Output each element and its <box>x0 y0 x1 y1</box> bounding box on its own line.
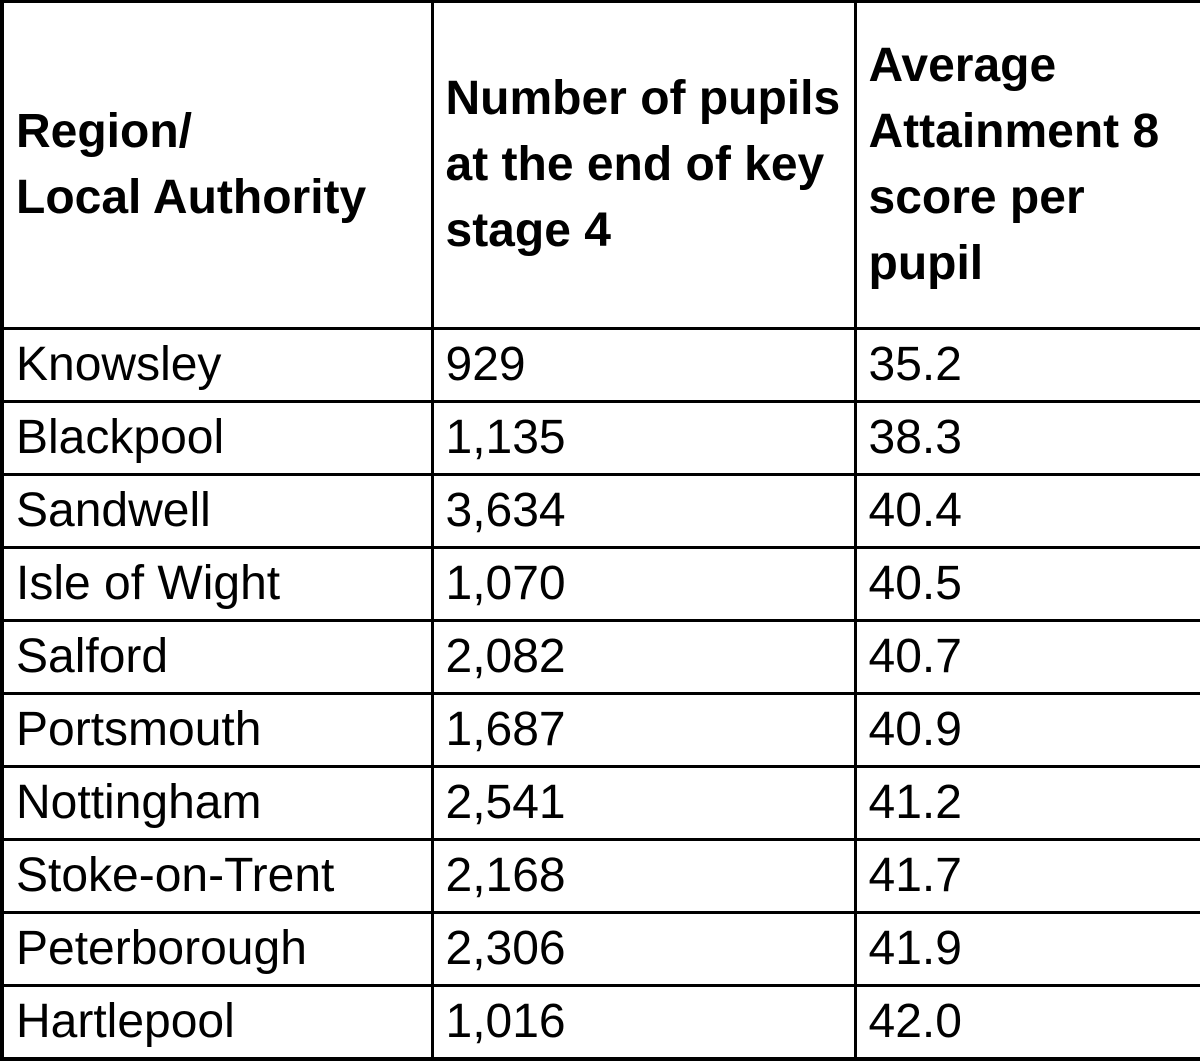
table-header-row: Region/ Local Authority Number of pupils… <box>0 0 1200 330</box>
cell-pupils: 1,016 <box>430 984 857 1061</box>
cell-region: Isle of Wight <box>0 546 434 622</box>
cell-pupils: 1,687 <box>430 692 857 768</box>
cell-pupils: 1,070 <box>430 546 857 622</box>
table-row: Salford 2,082 40.7 <box>0 619 1200 695</box>
cell-region: Knowsley <box>0 327 434 403</box>
header-cell-pupils: Number of pupils at the end of key stage… <box>430 0 857 330</box>
cell-region: Portsmouth <box>0 692 434 768</box>
table-row: Knowsley 929 35.2 <box>0 327 1200 403</box>
table-row: Nottingham 2,541 41.2 <box>0 765 1200 841</box>
cell-score: 40.7 <box>853 619 1200 695</box>
header-cell-region: Region/ Local Authority <box>0 0 434 330</box>
table-row: Isle of Wight 1,070 40.5 <box>0 546 1200 622</box>
cell-pupils: 929 <box>430 327 857 403</box>
cell-score: 41.9 <box>853 911 1200 987</box>
cell-pupils: 2,541 <box>430 765 857 841</box>
cell-pupils: 3,634 <box>430 473 857 549</box>
cell-pupils: 2,082 <box>430 619 857 695</box>
table-row: Sandwell 3,634 40.4 <box>0 473 1200 549</box>
cell-region: Peterborough <box>0 911 434 987</box>
cell-pupils: 2,168 <box>430 838 857 914</box>
cell-score: 41.7 <box>853 838 1200 914</box>
header-cell-score: Average Attainment 8 score per pupil <box>853 0 1200 330</box>
cell-region: Nottingham <box>0 765 434 841</box>
table-row: Blackpool 1,135 38.3 <box>0 400 1200 476</box>
cell-region: Blackpool <box>0 400 434 476</box>
cell-pupils: 2,306 <box>430 911 857 987</box>
cell-region: Salford <box>0 619 434 695</box>
cell-region: Sandwell <box>0 473 434 549</box>
table-row: Peterborough 2,306 41.9 <box>0 911 1200 987</box>
cell-score: 38.3 <box>853 400 1200 476</box>
table-row: Stoke-on-Trent 2,168 41.7 <box>0 838 1200 914</box>
cell-region: Hartlepool <box>0 984 434 1061</box>
table-row: Hartlepool 1,016 42.0 <box>0 984 1200 1061</box>
cell-pupils: 1,135 <box>430 400 857 476</box>
table-row: Portsmouth 1,687 40.9 <box>0 692 1200 768</box>
cell-score: 40.9 <box>853 692 1200 768</box>
cell-score: 41.2 <box>853 765 1200 841</box>
cell-score: 40.5 <box>853 546 1200 622</box>
cell-region: Stoke-on-Trent <box>0 838 434 914</box>
cell-score: 35.2 <box>853 327 1200 403</box>
cell-score: 42.0 <box>853 984 1200 1061</box>
cell-score: 40.4 <box>853 473 1200 549</box>
